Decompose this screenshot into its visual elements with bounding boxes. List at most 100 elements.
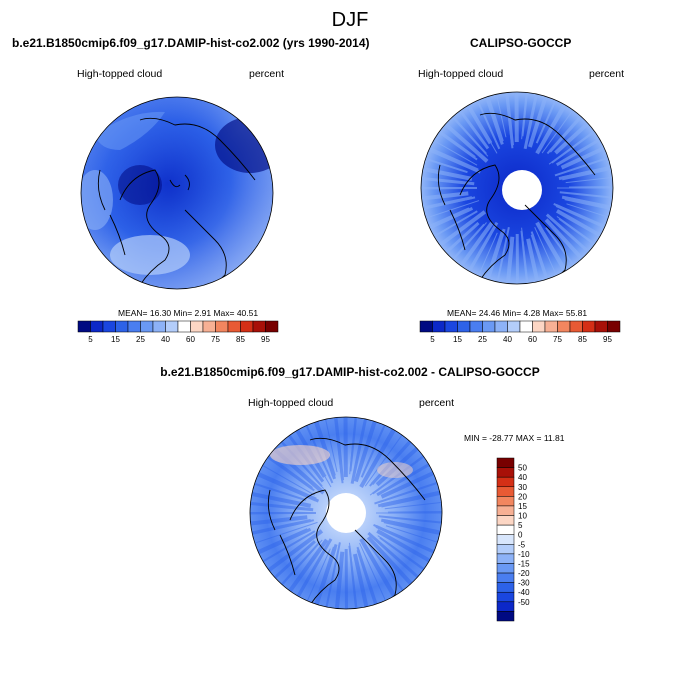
texture-streak bbox=[258, 462, 315, 496]
panel1-colorbar-tick-label: 40 bbox=[161, 335, 170, 344]
panel1-colorbar-swatch bbox=[90, 320, 104, 333]
panel3-colorbar-swatch bbox=[496, 486, 515, 497]
panel2-colorbar-tick-label: 5 bbox=[430, 335, 435, 344]
panel3-missing-pole bbox=[326, 493, 366, 533]
texture-streak bbox=[379, 536, 428, 573]
texture-streak bbox=[313, 417, 336, 477]
texture-streak bbox=[359, 542, 388, 605]
texture-streak bbox=[250, 491, 308, 506]
panel3-colorbar-tick-label: 50 bbox=[518, 464, 527, 473]
panel3-colorbar-swatch bbox=[496, 457, 515, 468]
texture-streak bbox=[421, 176, 475, 186]
texture-streak bbox=[534, 226, 559, 280]
texture-streak bbox=[250, 519, 315, 536]
texture-streak bbox=[380, 469, 438, 499]
panel3-colorbar-swatch bbox=[496, 544, 515, 555]
texture-streak bbox=[383, 519, 442, 536]
texture-streak bbox=[535, 100, 569, 155]
panel1-colorbar-tick-label: 60 bbox=[186, 335, 195, 344]
texture-streak bbox=[560, 144, 609, 170]
panel1-colorbar: 5 15 25 40 60 75 85 95 bbox=[77, 320, 279, 344]
texture-streak bbox=[474, 96, 501, 150]
texture-streak bbox=[535, 221, 569, 276]
panel2-colorbar-swatch bbox=[544, 320, 558, 333]
texture-streak bbox=[484, 92, 504, 143]
panel3-colorbar-tick-label: -10 bbox=[518, 550, 530, 559]
panel2-colorbar-tick-label: 60 bbox=[528, 335, 537, 344]
texture-streak bbox=[250, 481, 307, 502]
panel2-colorbar-swatch bbox=[469, 320, 483, 333]
texture-streak bbox=[435, 128, 476, 159]
texture-streak bbox=[259, 530, 316, 565]
texture-streak bbox=[521, 92, 529, 137]
panel2-colorbar-swatch bbox=[482, 320, 496, 333]
panel3-colorbar-tick-label: 10 bbox=[518, 512, 527, 521]
panel1-stats: MEAN= 16.30 Min= 2.91 Max= 40.51 bbox=[118, 308, 259, 318]
panel3-colorbar-tick-label: -30 bbox=[518, 579, 530, 588]
panel3-colorbar-swatch bbox=[496, 601, 515, 612]
texture-streak bbox=[365, 425, 397, 478]
texture-streak bbox=[484, 231, 505, 284]
texture-streak bbox=[380, 490, 442, 508]
panel1-colorbar-tick-label: 95 bbox=[261, 335, 270, 344]
panel3-colorbar-tick-label: -5 bbox=[518, 540, 526, 549]
texture-streak bbox=[554, 119, 593, 155]
panel3-units: percent bbox=[419, 397, 455, 409]
texture-streak bbox=[429, 137, 478, 166]
panel1-colorbar-swatch bbox=[177, 320, 191, 333]
panel2-title: CALIPSO-GOCCP bbox=[470, 36, 572, 50]
texture-streak bbox=[545, 226, 577, 270]
texture-streak bbox=[554, 155, 613, 177]
texture-streak bbox=[264, 453, 313, 490]
panel3-colorbar-swatch bbox=[496, 563, 515, 574]
texture-streak bbox=[350, 417, 368, 484]
texture-streak bbox=[424, 145, 479, 173]
panel3-colorbar-tick-label: 30 bbox=[518, 483, 527, 492]
panel1-colorbar-swatch bbox=[115, 320, 129, 333]
texture-streak bbox=[559, 191, 613, 199]
texture-streak bbox=[495, 92, 507, 138]
texture-streak bbox=[555, 136, 605, 167]
panel2-colorbar-swatch bbox=[494, 320, 508, 333]
texture-streak bbox=[456, 106, 490, 150]
texture-streak bbox=[364, 431, 405, 487]
texture-streak bbox=[253, 470, 317, 502]
panel2-colorbar-swatch bbox=[519, 320, 533, 333]
texture-streak bbox=[279, 539, 323, 589]
panel2-units: percent bbox=[589, 68, 625, 80]
panel2-colorbar-tick-label: 85 bbox=[578, 335, 587, 344]
texture-streak bbox=[324, 417, 338, 473]
texture-streak bbox=[366, 548, 399, 600]
panel2-colorbar-swatch bbox=[594, 320, 608, 333]
texture-streak bbox=[441, 119, 489, 163]
texture-streak bbox=[334, 417, 345, 481]
panel3-colorbar-swatch bbox=[496, 515, 515, 526]
texture-streak bbox=[465, 221, 499, 276]
panel3-colorbar-swatch bbox=[496, 611, 515, 622]
panel1-colorbar-swatch bbox=[202, 320, 216, 333]
texture-streak bbox=[387, 511, 442, 514]
texture-streak bbox=[367, 531, 422, 581]
panel3-colorbar-tick-label: 40 bbox=[518, 473, 527, 482]
texture-streak bbox=[527, 92, 549, 148]
panel3-colorbar-tick-label: -15 bbox=[518, 559, 530, 568]
panel1-colorbar-swatch bbox=[127, 320, 141, 333]
panel2-colorbar-swatch bbox=[444, 320, 458, 333]
texture-streak bbox=[356, 546, 379, 609]
texture-streak bbox=[360, 421, 388, 478]
texture-streak bbox=[565, 176, 613, 184]
panel3-colorbar-tick-label: -40 bbox=[518, 588, 530, 597]
panel2-variable: High-topped cloud bbox=[418, 68, 504, 80]
texture-streak bbox=[369, 539, 414, 588]
panel1-variable: High-topped cloud bbox=[77, 68, 163, 80]
panel1-colorbar-swatch bbox=[165, 320, 179, 333]
panel1-colorbar-tick-label: 85 bbox=[236, 335, 245, 344]
panel3-colorbar-swatch bbox=[496, 572, 515, 583]
panel1-colorbar-swatch bbox=[265, 320, 279, 333]
panel3-colorbar-swatch bbox=[496, 582, 515, 593]
texture-streak bbox=[421, 200, 480, 220]
texture-streak bbox=[421, 166, 470, 179]
panel3-colorbar-swatch bbox=[496, 553, 515, 564]
